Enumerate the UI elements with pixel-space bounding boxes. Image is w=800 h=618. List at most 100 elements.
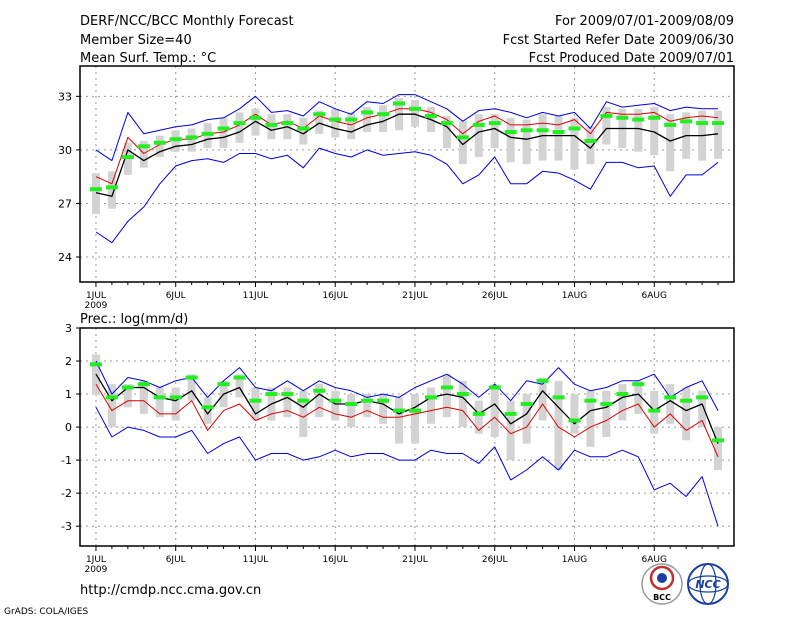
precip-ytick-label-3: 0 bbox=[65, 421, 72, 434]
temp-ytick-label-1: 27 bbox=[58, 197, 72, 210]
precip-xtick-label-3: 16JUL bbox=[322, 555, 348, 565]
temp-box-16 bbox=[331, 108, 340, 138]
precip-xtick-label-5: 26JUL bbox=[482, 555, 508, 565]
temp-median-15 bbox=[313, 112, 326, 117]
precip-median-15 bbox=[313, 388, 326, 393]
temp-median-12 bbox=[265, 122, 278, 127]
header-start-date: Fcst Started Refer Date 2009/06/30 bbox=[503, 33, 734, 48]
precip-median-10 bbox=[233, 375, 246, 380]
precip-box-15 bbox=[315, 384, 324, 418]
precip-frame bbox=[79, 327, 735, 547]
temp-ytick-label-3: 33 bbox=[58, 90, 72, 103]
precip-median-30 bbox=[552, 395, 565, 400]
precip-box-38 bbox=[682, 387, 691, 441]
precip-ytick-label-2: -1 bbox=[61, 454, 72, 467]
temp-line-ensemble-mean bbox=[95, 113, 719, 197]
precip-box-27 bbox=[506, 400, 515, 461]
precip-median-21 bbox=[408, 408, 421, 413]
precip-box-8 bbox=[203, 397, 212, 424]
temp-box-1 bbox=[91, 173, 100, 215]
precip-box-35 bbox=[634, 380, 643, 414]
temp-box-26 bbox=[490, 114, 499, 149]
temp-median-24 bbox=[456, 135, 469, 140]
precip-median-17 bbox=[345, 401, 358, 406]
temp-median-29 bbox=[536, 128, 549, 133]
precip-panel-title: Prec.: log(mm/d) bbox=[80, 312, 188, 327]
precip-median-4 bbox=[137, 382, 150, 387]
temp-median-1 bbox=[89, 187, 102, 192]
temp-box-19 bbox=[379, 105, 388, 133]
temp-box-11 bbox=[251, 108, 260, 136]
precip-box-29 bbox=[538, 377, 547, 421]
temp-box-30 bbox=[554, 115, 563, 161]
temp-median-13 bbox=[281, 121, 294, 126]
temp-box-40 bbox=[714, 110, 723, 159]
precip-xtick-label-1: 6JUL bbox=[166, 555, 186, 565]
precip-median-18 bbox=[361, 398, 374, 403]
precip-median-35 bbox=[632, 382, 645, 387]
precip-box-2 bbox=[107, 384, 116, 428]
precip-ytick-label-1: -2 bbox=[61, 487, 72, 500]
precip-median-31 bbox=[568, 418, 581, 423]
temp-median-9 bbox=[217, 126, 230, 131]
temp-median-8 bbox=[201, 131, 214, 136]
precip-line-red bbox=[95, 383, 719, 458]
precip-median-7 bbox=[185, 375, 198, 380]
temp-ytick-label-0: 24 bbox=[58, 251, 72, 264]
precip-median-33 bbox=[600, 401, 613, 406]
temperature-panel: 24 27 30 33 1JUL 6JUL 11JUL 16JUL 21JUL 26JUL 1AUG… bbox=[58, 65, 735, 311]
precip-median-39 bbox=[696, 395, 709, 400]
precip-median-32 bbox=[584, 398, 597, 403]
temp-box-7 bbox=[187, 128, 196, 152]
precip-median-8 bbox=[201, 405, 214, 410]
temp-median-10 bbox=[233, 121, 246, 126]
precip-median-5 bbox=[153, 395, 166, 400]
precip-median-36 bbox=[648, 408, 661, 413]
precip-ytick-label-4: 1 bbox=[65, 388, 72, 401]
precip-line-max bbox=[95, 360, 719, 411]
temp-box-31 bbox=[570, 117, 579, 170]
temp-box-9 bbox=[219, 117, 228, 149]
temp-box-37 bbox=[666, 114, 675, 172]
temp-median-37 bbox=[664, 122, 677, 127]
temp-median-11 bbox=[249, 115, 262, 120]
precip-median-28 bbox=[520, 401, 533, 406]
precip-median-13 bbox=[281, 392, 294, 397]
temp-median-38 bbox=[680, 119, 693, 124]
temp-median-32 bbox=[584, 138, 597, 143]
precip-box-28 bbox=[522, 394, 531, 444]
temp-xtick-label-7: 6AUG bbox=[642, 291, 667, 301]
temp-median-16 bbox=[329, 117, 342, 122]
precip-box-25 bbox=[474, 400, 483, 434]
temp-xtick-label-3: 16JUL bbox=[322, 291, 348, 301]
temp-median-27 bbox=[504, 130, 517, 135]
precip-box-40 bbox=[714, 427, 723, 471]
precip-median-37 bbox=[664, 395, 677, 400]
precip-box-21 bbox=[410, 394, 419, 444]
precip-line-ensemble-mean bbox=[95, 373, 719, 444]
precip-box-11 bbox=[251, 387, 260, 421]
temp-box-15 bbox=[315, 110, 324, 134]
precip-box-10 bbox=[235, 374, 244, 398]
temp-line-red bbox=[95, 108, 719, 185]
temp-xtick-label-4: 21JUL bbox=[402, 291, 428, 301]
bcc-logo-text: BCC bbox=[653, 593, 671, 602]
precip-median-27 bbox=[504, 411, 517, 416]
bcc-logo: BCC bbox=[641, 563, 683, 605]
precip-median-14 bbox=[297, 398, 310, 403]
temp-box-17 bbox=[347, 112, 356, 140]
temp-box-4 bbox=[139, 140, 148, 168]
temp-box-27 bbox=[506, 117, 515, 163]
temp-year-label: 2009 bbox=[84, 301, 107, 311]
precip-xtick-label-0: 1JUL bbox=[86, 555, 106, 565]
temp-ytick-label-2: 30 bbox=[58, 144, 72, 157]
precip-box-37 bbox=[666, 384, 675, 424]
precip-median-38 bbox=[680, 398, 693, 403]
precip-xtick-label-6: 1AUG bbox=[562, 555, 587, 565]
temp-median-33 bbox=[600, 113, 613, 118]
temp-median-25 bbox=[472, 122, 485, 127]
temp-median-35 bbox=[632, 117, 645, 122]
precip-median-1 bbox=[89, 362, 102, 367]
